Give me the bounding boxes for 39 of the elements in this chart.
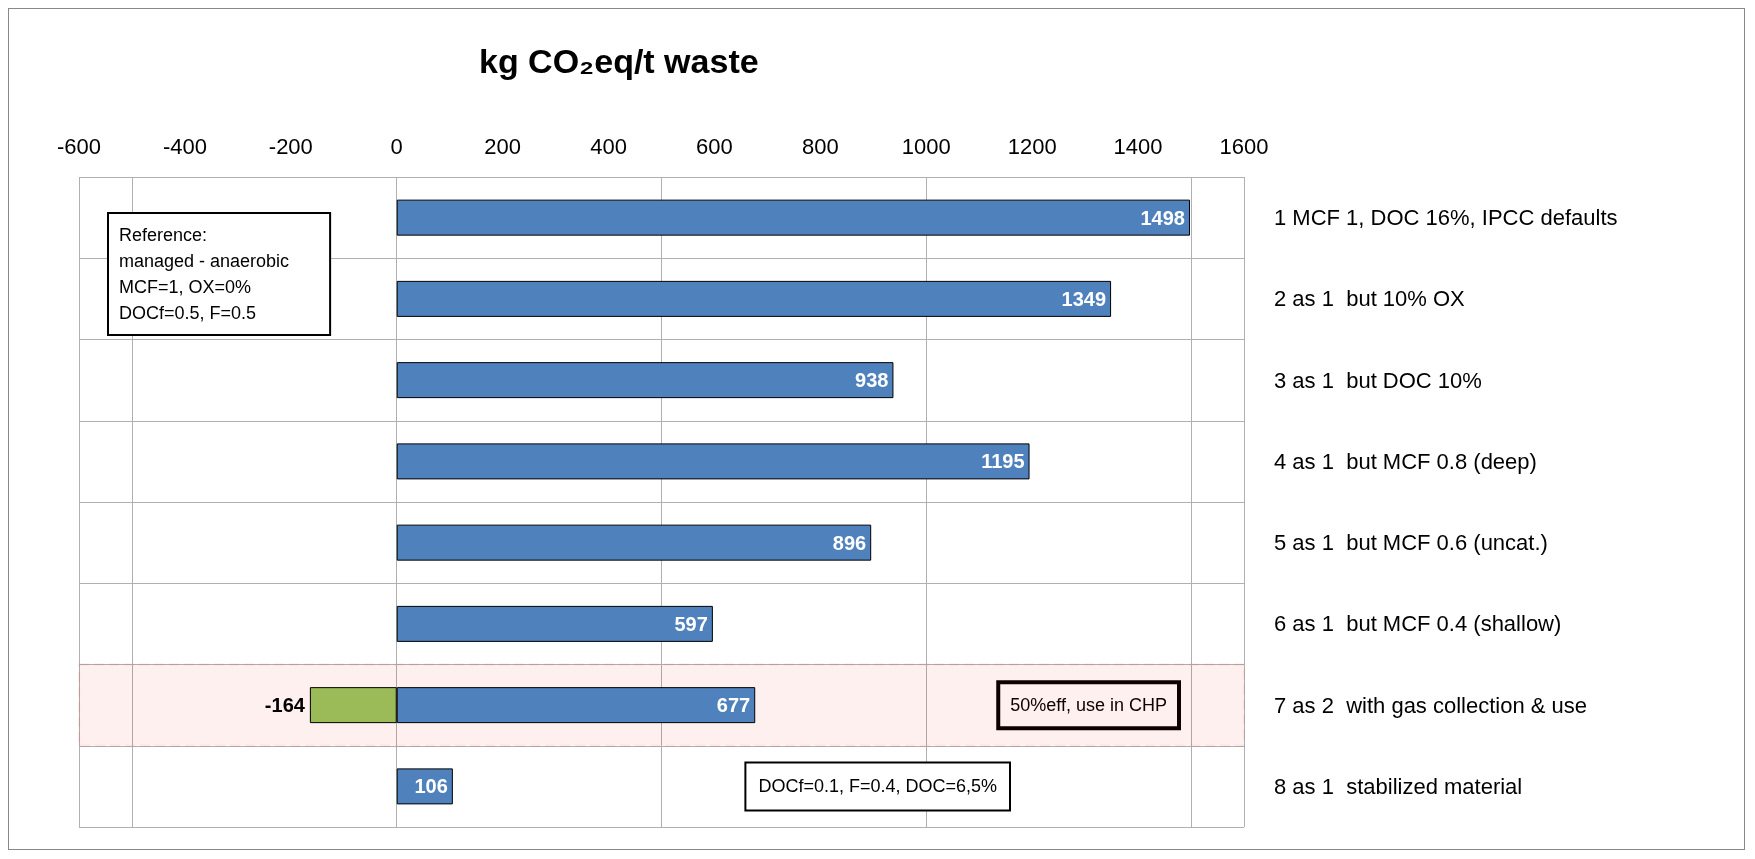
x-tick-label: -600 <box>56 133 102 159</box>
data-label: 896 <box>832 531 867 554</box>
x-tick-label: 1400 <box>1113 133 1163 159</box>
x-tick-label: 400 <box>590 133 627 159</box>
x-tick-label: 800 <box>802 133 839 159</box>
x-tick-label: 1600 <box>1219 133 1269 159</box>
bar <box>396 524 872 561</box>
data-label: 597 <box>674 612 708 635</box>
annotation: Reference: managed - anaerobic MCF=1, OX=0% DOCf=0.5, F=0.5 <box>119 225 290 323</box>
y-tick-label: 1 MCF 1, DOC 16%, IPCC defaults <box>1274 205 1618 231</box>
data-label: 938 <box>855 369 889 392</box>
data-label: -164 <box>264 694 306 717</box>
x-tick-label: 1000 <box>901 133 951 159</box>
y-tick-label: 8 as 1 stabilized material <box>1274 773 1523 799</box>
y-tick-label: 4 as 1 but MCF 0.8 (deep) <box>1274 448 1537 474</box>
bar <box>396 280 1112 317</box>
x-tick-label: -400 <box>162 133 207 159</box>
x-tick-label: 200 <box>484 133 521 159</box>
x-tick-label: 600 <box>696 133 733 159</box>
bar <box>396 362 894 399</box>
data-label: 1195 <box>981 450 1025 473</box>
annotation: DOCf=0.1, F=0.4, DOC=6,5% <box>758 776 997 797</box>
y-tick-label: 2 as 1 but 10% OX <box>1274 286 1466 312</box>
data-label: 1498 <box>1140 206 1185 229</box>
x-tick-label: 1200 <box>1007 133 1057 159</box>
x-tick-label: -200 <box>268 133 313 159</box>
data-label: 1349 <box>1061 287 1107 310</box>
y-tick-label: 6 as 1 but MCF 0.4 (shallow) <box>1274 611 1562 637</box>
data-label: 677 <box>716 694 751 717</box>
x-tick-label: 0 <box>390 133 403 159</box>
bar <box>396 443 1030 480</box>
bar <box>396 199 1190 236</box>
chart-title: kg CO₂eq/t waste <box>479 42 759 80</box>
y-tick-label: 5 as 1 but MCF 0.6 (uncat.) <box>1274 530 1548 556</box>
data-label: 106 <box>414 775 448 798</box>
annotation: 50%eff, use in CHP <box>1010 695 1167 716</box>
y-tick-label: 7 as 2 with gas collection & use <box>1274 692 1588 718</box>
y-tick-label: 3 as 1 but DOC 10% <box>1274 367 1482 393</box>
bar <box>396 605 713 642</box>
